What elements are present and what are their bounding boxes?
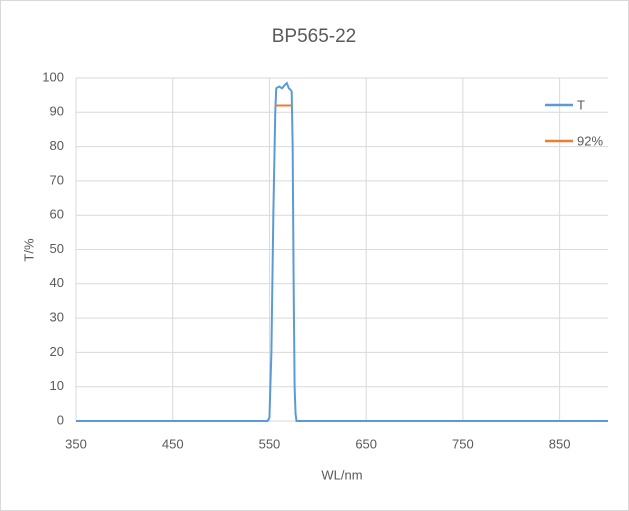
y-tick-label: 60 — [50, 207, 64, 222]
legend-label: T — [577, 97, 585, 112]
y-tick-label: 30 — [50, 310, 64, 325]
y-axis-title: T/% — [21, 238, 36, 262]
y-tick-label: 80 — [50, 138, 64, 153]
y-tick-label: 50 — [50, 241, 64, 256]
x-tick-label: 850 — [549, 436, 571, 451]
y-tick-label: 0 — [57, 412, 64, 427]
x-tick-label: 450 — [162, 436, 184, 451]
x-tick-label: 650 — [355, 436, 377, 451]
x-tick-label: 350 — [65, 436, 87, 451]
y-tick-label: 40 — [50, 275, 64, 290]
chart-title: BP565-22 — [272, 26, 357, 47]
y-tick-label: 20 — [50, 344, 64, 359]
legend-label: 92% — [577, 133, 603, 148]
x-tick-label: 750 — [452, 436, 474, 451]
x-tick-label: 550 — [259, 436, 281, 451]
series-line — [76, 81, 608, 422]
x-axis-title: WL/nm — [321, 467, 362, 482]
y-tick-label: 90 — [50, 104, 64, 119]
y-tick-label: 100 — [42, 69, 64, 84]
y-tick-label: 10 — [50, 378, 64, 393]
y-tick-label: 70 — [50, 172, 64, 187]
